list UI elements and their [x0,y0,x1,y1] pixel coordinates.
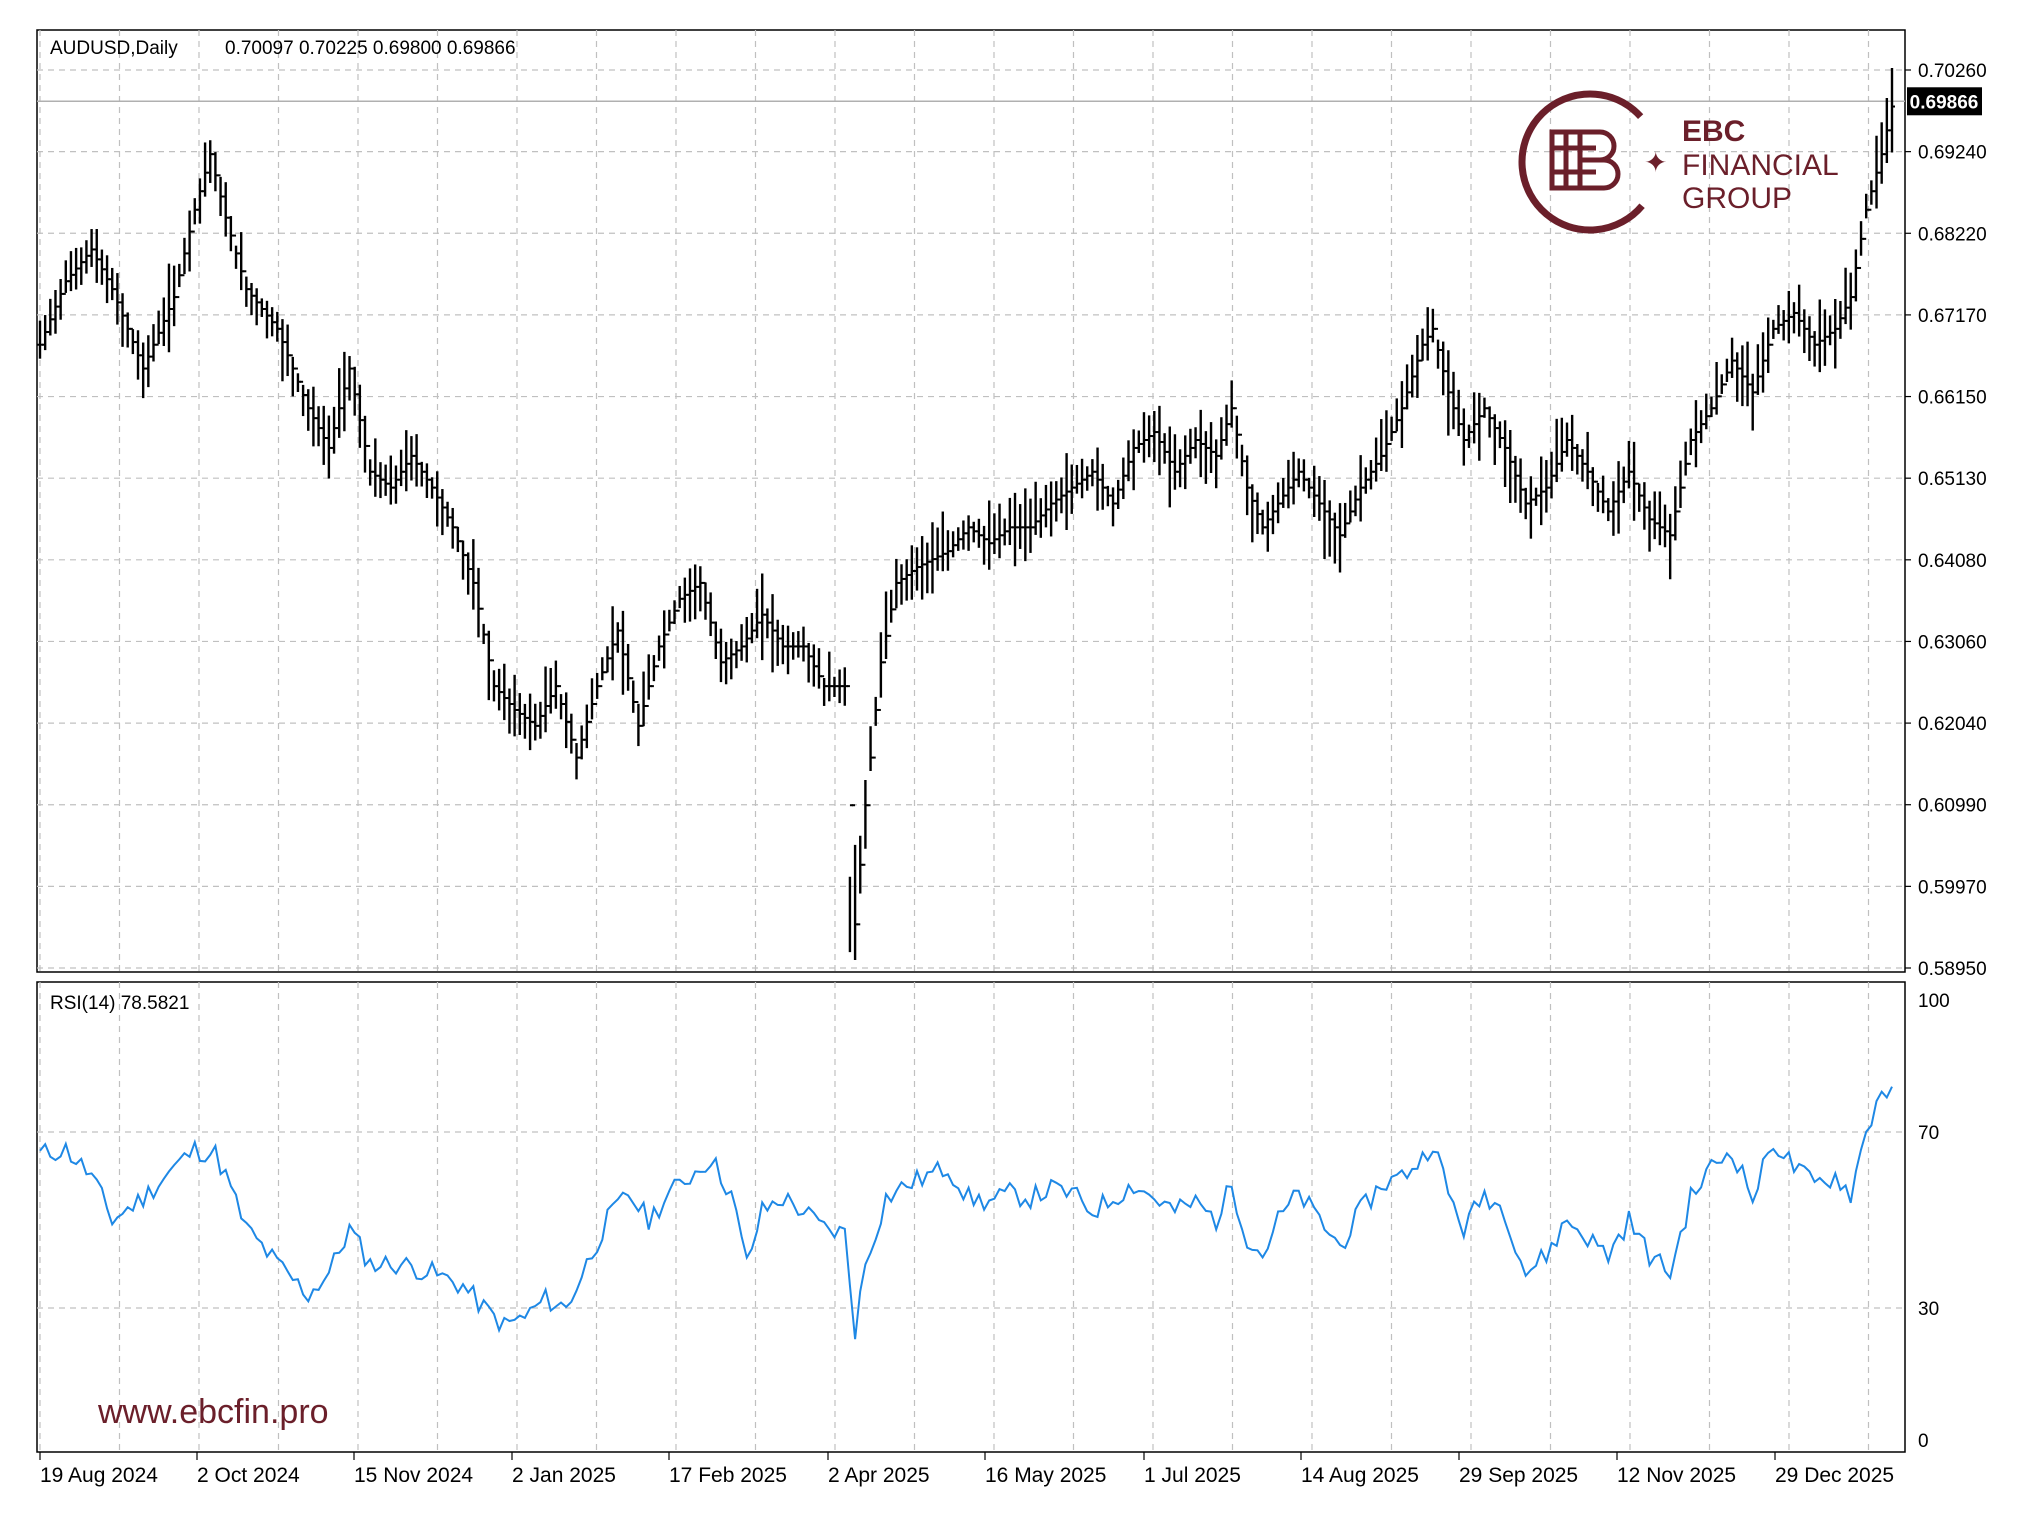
y-tick-label: 0.66150 [1918,388,1987,409]
time-axis-labels: 19 Aug 2024 2 Oct 2024 15 Nov 2024 2 Jan 20… [39,1452,1894,1487]
x-tick-label: 12 Nov 2025 [1617,1464,1736,1487]
rsi-tick-label: 70 [1918,1123,1939,1144]
rsi-panel-frame [36,981,1906,1453]
rsi-label: RSI(14) 78.5821 [50,993,189,1014]
y-tick-label: 0.63060 [1918,632,1987,653]
svg-text:0.69866: 0.69866 [1910,92,1979,113]
rsi-tick-label: 0 [1918,1431,1929,1452]
x-tick-label: 19 Aug 2024 [40,1464,158,1487]
x-tick-label: 29 Sep 2025 [1459,1464,1578,1487]
x-tick-label: 17 Feb 2025 [669,1464,787,1487]
y-tick-label: 0.58950 [1918,959,1987,980]
rsi-series-line [39,1086,1893,1340]
logo-monogram-icon [1549,129,1621,191]
x-tick-label: 1 Jul 2025 [1144,1464,1241,1487]
symbol-label: AUDUSD,Daily [50,38,178,59]
x-tick-label: 15 Nov 2024 [354,1464,473,1487]
logo-star-icon: ✦ [1644,146,1667,179]
y-tick-label: 0.59970 [1918,877,1987,898]
x-tick-label: 2 Oct 2024 [197,1464,300,1487]
rsi-tick-label: 100 [1918,991,1950,1012]
rsi-axis-labels: 100 70 30 0 [1918,991,1950,1452]
brand-line-2: FINANCIAL [1682,149,1839,182]
current-price-tag: 0.69866 [1907,87,1982,116]
y-tick-label: 0.65130 [1918,469,1987,490]
brand-line-3: GROUP [1682,182,1792,215]
y-tick-label: 0.68220 [1918,224,1987,245]
y-tick-label: 0.69240 [1918,143,1987,164]
ohlc-values: 0.70097 0.70225 0.69800 0.69866 [225,38,516,59]
y-tick-label: 0.62040 [1918,714,1987,735]
brand-url: www.ebcfin.pro [97,1393,329,1431]
price-panel-frame [36,29,1906,973]
y-tick-label: 0.67170 [1918,306,1987,327]
x-tick-label: 14 Aug 2025 [1301,1464,1419,1487]
y-tick-label: 0.64080 [1918,551,1987,572]
ohlc-bars [37,68,1895,961]
x-tick-label: 29 Dec 2025 [1775,1464,1894,1487]
rsi-tick-label: 30 [1918,1299,1939,1320]
rsi-grid [37,982,1905,1452]
price-axis-labels: 0.70260 0.69240 0.68220 0.67170 0.66150 0.651… [1905,61,1987,980]
x-tick-label: 2 Apr 2025 [828,1464,930,1487]
x-tick-label: 2 Jan 2025 [512,1464,616,1487]
x-tick-label: 16 May 2025 [985,1464,1106,1487]
y-tick-label: 0.60990 [1918,796,1987,817]
y-tick-label: 0.70260 [1918,61,1987,82]
ebc-logo: ✦ EBC FINANCIAL GROUP [1518,90,1839,234]
price-grid [37,30,1905,972]
brand-line-1: EBC [1682,115,1745,148]
